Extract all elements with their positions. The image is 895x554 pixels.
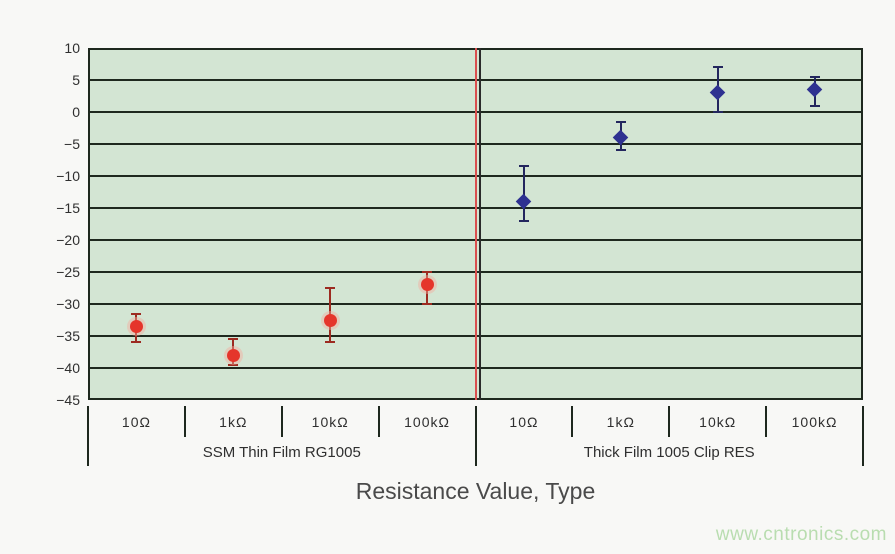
x-category-label: 10kΩ bbox=[699, 414, 737, 430]
y-tick-label: −15 bbox=[56, 200, 80, 216]
circle-marker bbox=[129, 319, 143, 333]
y-tick-label: 5 bbox=[72, 72, 80, 88]
error-bar-cap bbox=[131, 341, 142, 344]
axis-edge-line bbox=[862, 406, 864, 466]
group-separator-line bbox=[474, 406, 477, 466]
error-bar-cap bbox=[228, 363, 239, 366]
circle-marker bbox=[323, 313, 337, 327]
y-tick-label: −45 bbox=[56, 392, 80, 408]
error-bar-cap bbox=[422, 303, 433, 305]
category-separator-line bbox=[765, 406, 768, 437]
y-tick-label: −40 bbox=[56, 360, 80, 376]
x-group-label: SSM Thin Film RG1005 bbox=[202, 444, 361, 461]
error-bar-cap bbox=[131, 312, 142, 315]
error-bar-cap bbox=[422, 271, 433, 273]
x-category-label: 1kΩ bbox=[219, 414, 248, 430]
x-axis-title: Resistance Value, Type bbox=[355, 478, 596, 504]
error-bar bbox=[522, 166, 525, 221]
error-bar-cap bbox=[615, 120, 626, 123]
y-tick-label: −30 bbox=[56, 296, 80, 312]
y-tick-label: −20 bbox=[56, 232, 80, 248]
error-bar-cap bbox=[518, 219, 529, 222]
x-category-label: 10Ω bbox=[509, 414, 539, 430]
x-category-label: 1kΩ bbox=[606, 414, 635, 430]
error-bar-cap bbox=[615, 149, 626, 152]
error-bar-cap bbox=[809, 75, 820, 78]
category-separator-line bbox=[668, 406, 671, 437]
circle-marker bbox=[226, 348, 240, 362]
error-bar-cap bbox=[712, 66, 723, 69]
error-bar-cap bbox=[518, 165, 529, 168]
y-tick-label: −25 bbox=[56, 264, 80, 280]
circle-marker bbox=[420, 278, 434, 292]
error-bar-cap bbox=[809, 104, 820, 107]
x-group-label: Thick Film 1005 Clip RES bbox=[583, 444, 755, 461]
y-tick-label: −5 bbox=[64, 136, 80, 152]
error-bar-cap bbox=[228, 338, 239, 341]
error-bar-cap bbox=[325, 287, 336, 289]
y-tick-label: −35 bbox=[56, 328, 80, 344]
axis-edge-line bbox=[87, 406, 89, 466]
x-category-label: 10kΩ bbox=[311, 414, 349, 430]
y-tick-label: −10 bbox=[56, 168, 80, 184]
category-separator-line bbox=[280, 406, 283, 437]
category-separator-line bbox=[377, 406, 380, 437]
watermark: www.cntronics.com bbox=[715, 524, 887, 545]
x-category-label: 100kΩ bbox=[404, 414, 450, 430]
x-category-label: 10Ω bbox=[121, 414, 151, 430]
group-divider-line bbox=[474, 48, 477, 400]
category-separator-line bbox=[183, 406, 186, 437]
category-separator-line bbox=[571, 406, 574, 437]
error-bar-cap bbox=[712, 111, 723, 113]
y-tick-label: 10 bbox=[64, 40, 80, 56]
y-tick-label: 0 bbox=[72, 104, 80, 120]
error-bar-cap bbox=[325, 341, 336, 344]
group-divider-line bbox=[478, 48, 481, 400]
x-category-label: 100kΩ bbox=[791, 414, 838, 430]
